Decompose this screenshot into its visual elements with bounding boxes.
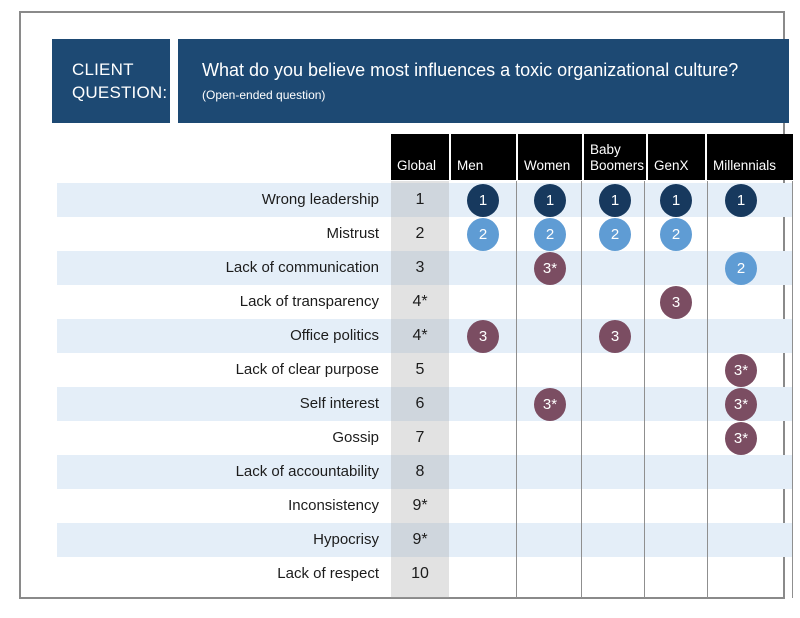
column-header-men: Men: [451, 134, 516, 180]
question-note: (Open-ended question): [202, 88, 326, 102]
rank-circle-women: 3*: [534, 252, 566, 285]
table-row: Mistrust: [57, 217, 793, 251]
row-label: Wrong leadership: [261, 191, 379, 208]
rank-circle-men: 3: [467, 320, 499, 353]
rank-circle-genx: 1: [660, 184, 692, 217]
rank-circle-millennials: 3*: [725, 422, 757, 455]
row-label: Lack of clear purpose: [235, 361, 379, 378]
global-rank-value: 4*: [412, 293, 428, 310]
table-row: Lack of transparency: [57, 285, 793, 319]
rank-circle-women: 2: [534, 218, 566, 251]
row-label: Lack of accountability: [235, 463, 379, 480]
global-rank-value: 8: [415, 463, 425, 480]
row-label: Lack of communication: [225, 259, 379, 276]
client-question-label-line2: QUESTION:: [72, 83, 168, 102]
column-divider: [516, 181, 517, 598]
global-rank-value: 7: [415, 429, 425, 446]
table-row: Lack of accountability: [57, 455, 793, 489]
table-row: Lack of communication: [57, 251, 793, 285]
table-row: Lack of respect: [57, 557, 793, 591]
global-rank-value: 6: [415, 395, 425, 412]
row-label: Hypocrisy: [313, 531, 379, 548]
rank-circle-millennials: 3*: [725, 354, 757, 387]
rank-circle-genx: 2: [660, 218, 692, 251]
table-row: Self interest: [57, 387, 793, 421]
row-label: Office politics: [290, 327, 379, 344]
rank-circle-men: 1: [467, 184, 499, 217]
row-label: Lack of transparency: [239, 293, 379, 310]
column-divider: [792, 181, 793, 598]
row-label: Mistrust: [326, 225, 380, 242]
table-row: Office politics: [57, 319, 793, 353]
row-label: Self interest: [299, 395, 379, 412]
rank-circle-baby-boomers: 3: [599, 320, 631, 353]
rank-circle-baby-boomers: 2: [599, 218, 631, 251]
rank-circle-millennials: 2: [725, 252, 757, 285]
global-rank-value: 4*: [412, 327, 428, 344]
row-label: Gossip: [332, 429, 379, 446]
question-text: What do you believe most influences a to…: [202, 60, 739, 80]
slide-frame: CLIENT QUESTION: What do you believe mos…: [19, 11, 793, 599]
column-header-global: Global: [391, 134, 449, 180]
column-header-baby-boomers: Baby Boomers: [584, 134, 646, 180]
column-divider: [707, 181, 708, 598]
rank-circle-men: 2: [467, 218, 499, 251]
rank-circle-millennials: 3*: [725, 388, 757, 421]
client-question-label-box: CLIENT QUESTION:: [52, 39, 170, 123]
table-row: Gossip: [57, 421, 793, 455]
column-header-women: Women: [518, 134, 582, 180]
question-box: What do you believe most influences a to…: [178, 39, 789, 123]
column-header-genx: GenX: [648, 134, 705, 180]
column-header-millennials: Millennials: [707, 134, 793, 180]
table-row: Inconsistency: [57, 489, 793, 523]
rank-circle-women: 1: [534, 184, 566, 217]
row-label: Inconsistency: [288, 497, 379, 514]
global-column-strip: [391, 181, 449, 598]
rank-circle-genx: 3: [660, 286, 692, 319]
row-label: Lack of respect: [277, 565, 379, 582]
global-rank-value: 5: [415, 361, 425, 378]
table-row: Lack of clear purpose: [57, 353, 793, 387]
column-divider: [581, 181, 582, 598]
table-row: Hypocrisy: [57, 523, 793, 557]
global-rank-value: 1: [415, 191, 425, 208]
rank-circle-millennials: 1: [725, 184, 757, 217]
client-question-label-line1: CLIENT: [72, 60, 134, 79]
rank-circle-women: 3*: [534, 388, 566, 421]
global-rank-value: 2: [415, 225, 425, 242]
global-rank-value: 9*: [412, 531, 428, 548]
global-rank-value: 9*: [412, 497, 428, 514]
rank-circle-baby-boomers: 1: [599, 184, 631, 217]
column-divider: [644, 181, 645, 598]
global-rank-value: 10: [411, 565, 429, 582]
global-rank-value: 3: [415, 259, 425, 276]
